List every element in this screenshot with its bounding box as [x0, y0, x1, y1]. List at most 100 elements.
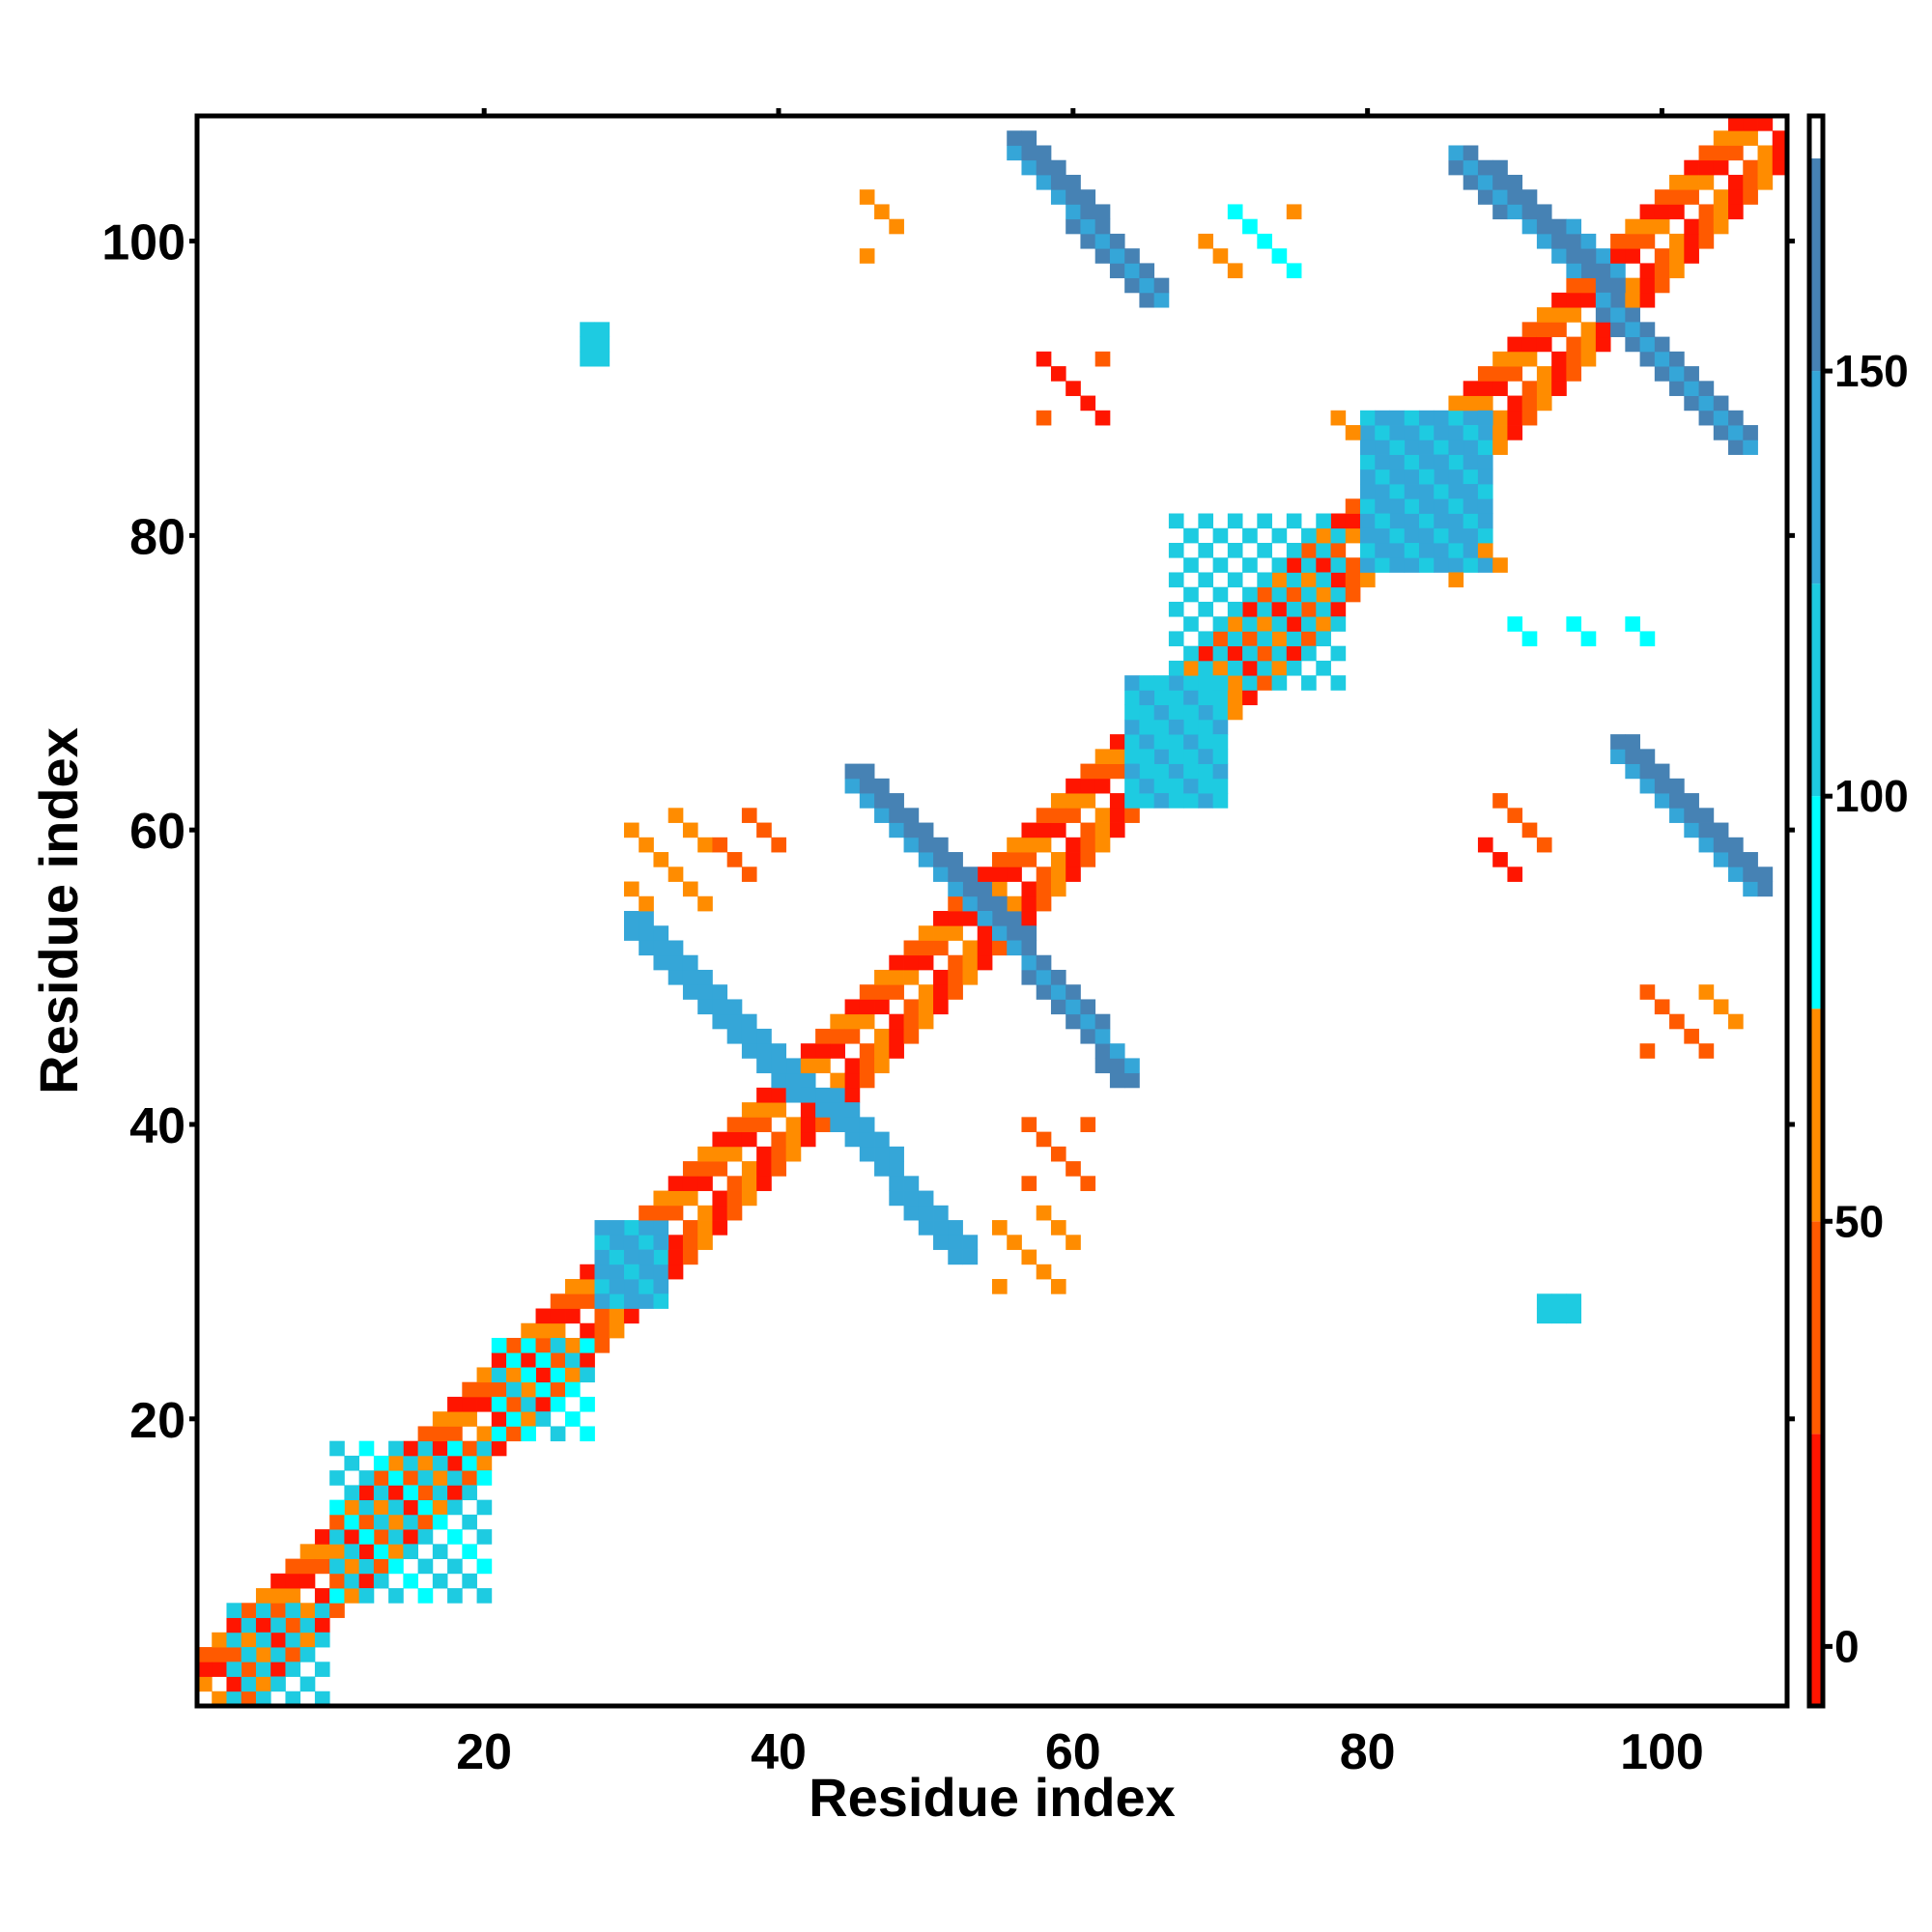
heatmap-cell	[741, 1190, 757, 1207]
heatmap-cell	[565, 1381, 581, 1398]
heatmap-cell	[1257, 513, 1272, 529]
heatmap-cell	[1212, 557, 1229, 573]
heatmap-cell	[771, 1072, 787, 1089]
colorbar-segment	[1809, 1434, 1823, 1706]
heatmap-cell	[903, 822, 920, 838]
heatmap-cell	[1124, 793, 1140, 809]
heatmap-cell	[1728, 867, 1744, 882]
heatmap-cell	[889, 1176, 904, 1191]
heatmap-cell	[1477, 557, 1493, 573]
heatmap-cell	[918, 999, 934, 1015]
heatmap-cell	[388, 1455, 404, 1471]
heatmap-cell	[1271, 572, 1288, 588]
heatmap-cell	[1065, 867, 1081, 882]
heatmap-cell	[1551, 381, 1567, 396]
heatmap-cell	[726, 1117, 743, 1133]
heatmap-cell	[1360, 469, 1376, 485]
heatmap-cell	[785, 1131, 802, 1148]
heatmap-cell	[1418, 440, 1435, 455]
heatmap-cell	[1389, 484, 1406, 499]
heatmap-cell	[682, 1235, 698, 1250]
heatmap-cell	[1168, 793, 1184, 809]
heatmap-cell	[1168, 704, 1184, 721]
heatmap-cell	[594, 1337, 611, 1353]
heatmap-cell	[682, 954, 698, 971]
heatmap-cell	[344, 1573, 360, 1589]
heatmap-cell	[535, 1352, 552, 1368]
heatmap-cell	[1065, 984, 1081, 1000]
heatmap-cell	[1728, 837, 1744, 853]
heatmap-cell	[815, 1058, 831, 1074]
heatmap-cell	[1050, 174, 1066, 190]
heatmap-cell	[1360, 425, 1376, 440]
heatmap-cell	[1139, 263, 1155, 279]
heatmap-cell	[697, 1161, 713, 1177]
heatmap-cell	[373, 1455, 389, 1471]
heatmap-cell	[948, 984, 963, 1000]
heatmap-cell	[329, 1440, 345, 1457]
heatmap-cell	[1330, 586, 1347, 603]
heatmap-cell	[521, 1396, 536, 1412]
heatmap-cell	[1728, 852, 1744, 867]
heatmap-cell	[550, 1396, 566, 1412]
heatmap-cell	[1124, 263, 1140, 279]
heatmap-cell	[1065, 837, 1081, 853]
heatmap-cell	[977, 895, 993, 912]
heatmap-cell	[1713, 145, 1729, 161]
heatmap-cell	[329, 1514, 345, 1530]
heatmap-cell	[948, 881, 963, 897]
heatmap-cell	[889, 969, 904, 985]
heatmap-cell	[1536, 837, 1552, 853]
heatmap-cell	[1698, 159, 1715, 176]
heatmap-cell	[1360, 498, 1376, 514]
heatmap-cell	[1271, 586, 1288, 603]
heatmap-cell	[1492, 174, 1508, 190]
heatmap-cell	[358, 1588, 375, 1604]
heatmap-cell	[1198, 793, 1214, 809]
heatmap-cell	[815, 1043, 831, 1059]
heatmap-cell	[1360, 527, 1376, 544]
heatmap-cell	[1728, 204, 1744, 220]
heatmap-cell	[1728, 130, 1744, 146]
heatmap-cell	[270, 1588, 286, 1604]
heatmap-cell	[903, 1176, 920, 1191]
heatmap-cell	[550, 1337, 566, 1353]
heatmap-cell	[653, 1249, 669, 1265]
heatmap-cell	[1198, 631, 1214, 647]
heatmap-cell	[653, 1279, 669, 1294]
heatmap-cell	[1109, 808, 1125, 823]
heatmap-cell	[1492, 351, 1508, 367]
heatmap-cell	[1477, 410, 1493, 426]
heatmap-cell	[1183, 675, 1199, 691]
heatmap-cell	[1301, 542, 1317, 558]
heatmap-cell	[1536, 218, 1552, 235]
heatmap-cell	[1257, 631, 1272, 647]
heatmap-cell	[756, 1176, 772, 1191]
heatmap-cell	[1713, 425, 1729, 440]
heatmap-cell	[1654, 999, 1670, 1015]
heatmap-cell	[1153, 734, 1170, 750]
heatmap-cell	[1330, 645, 1347, 662]
heatmap-cell	[329, 1603, 345, 1618]
heatmap-cell	[1080, 233, 1096, 249]
heatmap-cell	[1094, 837, 1111, 853]
heatmap-cell	[1242, 601, 1258, 617]
heatmap-cell	[697, 837, 713, 853]
heatmap-cell	[299, 1603, 316, 1618]
heatmap-cell	[314, 1544, 330, 1559]
heatmap-cell	[889, 1013, 904, 1030]
heatmap-cell	[1227, 601, 1243, 617]
heatmap-cell	[918, 837, 934, 853]
heatmap-cell	[1418, 513, 1435, 529]
heatmap-cell	[1153, 719, 1170, 735]
heatmap-cell	[1507, 351, 1523, 367]
heatmap-cell	[1434, 498, 1449, 514]
heatmap-cell	[580, 1279, 595, 1294]
heatmap-cell	[697, 969, 713, 985]
heatmap-cell	[1227, 704, 1243, 721]
heatmap-cell	[889, 984, 904, 1000]
heatmap-cell	[285, 1603, 301, 1618]
heatmap-cell	[609, 1293, 625, 1309]
heatmap-cell	[741, 867, 757, 882]
heatmap-cell	[462, 1544, 477, 1559]
